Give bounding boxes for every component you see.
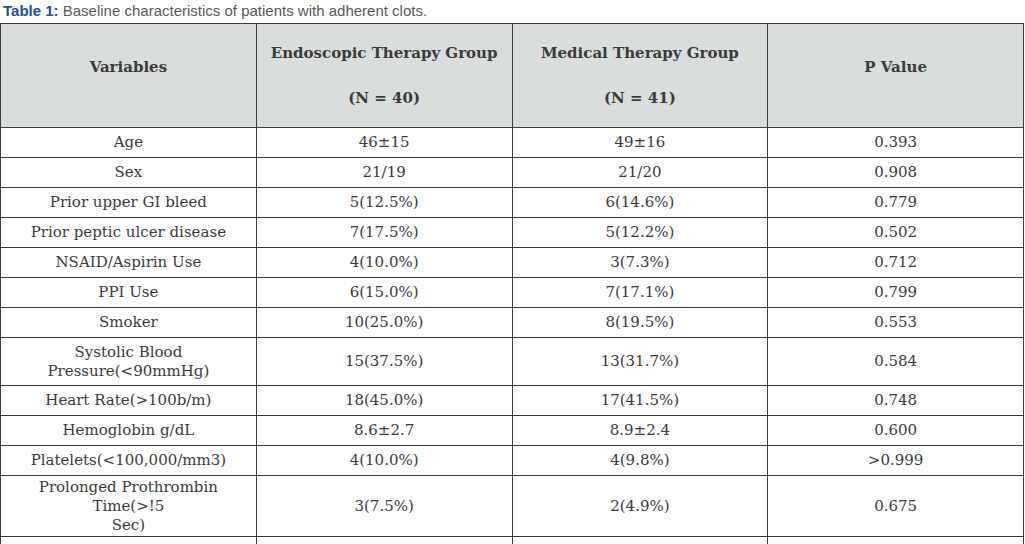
p-value: 0.393	[768, 128, 1024, 158]
p-value: 0.553	[768, 308, 1024, 338]
table-caption-text: Baseline characteristics of patients wit…	[59, 2, 428, 19]
header-row: Variables Endoscopic Therapy Group (N = …	[1, 24, 1024, 128]
variable-label: Smoker	[1, 308, 257, 338]
medical-value: 17(41.5%)	[512, 386, 768, 416]
medical-value: 5(12.2%)	[512, 218, 768, 248]
column-header-sublabel: (N = 41)	[519, 89, 762, 107]
medical-value: 8(19.5%)	[512, 308, 768, 338]
endoscopic-value: 22(55.0%)	[256, 537, 512, 544]
endoscopic-value: 3(7.5%)	[256, 476, 512, 537]
table-row: Prior peptic ulcer disease7(17.5%)5(12.2…	[1, 218, 1024, 248]
table-row: Heart Rate(>100b/m)18(45.0%)17(41.5%)0.7…	[1, 386, 1024, 416]
column-header-variables: Variables	[1, 24, 257, 128]
variable-label: Platelets(<100,000/mm3)	[1, 446, 257, 476]
variable-label: NSAID/Aspirin Use	[1, 248, 257, 278]
endoscopic-value: 18(45.0%)	[256, 386, 512, 416]
baseline-characteristics-table: Variables Endoscopic Therapy Group (N = …	[0, 23, 1024, 544]
endoscopic-value: 5(12.5%)	[256, 188, 512, 218]
variable-label: Age	[1, 128, 257, 158]
endoscopic-value: 15(37.5%)	[256, 338, 512, 386]
medical-value: 8.9±2.4	[512, 416, 768, 446]
column-header-label: Variables	[7, 58, 250, 76]
endoscopic-value: 4(10.0%)	[256, 248, 512, 278]
variable-label: Prolonged Prothrombin Time(>!5 Sec)	[1, 476, 257, 537]
endoscopic-value: 46±15	[256, 128, 512, 158]
variable-label: Systolic Blood Pressure(<90mmHg)	[1, 338, 257, 386]
column-header-label: P Value	[774, 58, 1017, 76]
variable-label: Sex	[1, 158, 257, 188]
table-header: Variables Endoscopic Therapy Group (N = …	[1, 24, 1024, 128]
medical-value: 2(4.9%)	[512, 476, 768, 537]
medical-value: 7(17.1%)	[512, 278, 768, 308]
p-value: 0.748	[768, 537, 1024, 544]
medical-value: 24(58.5%)	[512, 537, 768, 544]
p-value: 0.600	[768, 416, 1024, 446]
variable-label: PPI Use	[1, 278, 257, 308]
table-caption-label: Table 1:	[3, 2, 59, 19]
p-value: 0.908	[768, 158, 1024, 188]
endoscopic-value: 10(25.0%)	[256, 308, 512, 338]
table-caption: Table 1: Baseline characteristics of pat…	[0, 0, 1025, 23]
table-body: Age46±1549±160.393Sex21/1921/200.908Prio…	[1, 128, 1024, 544]
variable-label: Prior upper GI bleed	[1, 188, 257, 218]
p-value: 0.712	[768, 248, 1024, 278]
table-row: Helicobacter Pylori Positive22(55.0%)24(…	[1, 537, 1024, 544]
table-row: NSAID/Aspirin Use4(10.0%)3(7.3%)0.712	[1, 248, 1024, 278]
p-value: 0.799	[768, 278, 1024, 308]
table-row: PPI Use6(15.0%)7(17.1%)0.799	[1, 278, 1024, 308]
p-value: 0.584	[768, 338, 1024, 386]
table-row: Prior upper GI bleed5(12.5%)6(14.6%)0.77…	[1, 188, 1024, 218]
endoscopic-value: 4(10.0%)	[256, 446, 512, 476]
endoscopic-value: 6(15.0%)	[256, 278, 512, 308]
medical-value: 6(14.6%)	[512, 188, 768, 218]
table-row: Hemoglobin g/dL8.6±2.78.9±2.40.600	[1, 416, 1024, 446]
table-row: Systolic Blood Pressure(<90mmHg)15(37.5%…	[1, 338, 1024, 386]
endoscopic-value: 7(17.5%)	[256, 218, 512, 248]
medical-value: 21/20	[512, 158, 768, 188]
variable-label: Hemoglobin g/dL	[1, 416, 257, 446]
medical-value: 4(9.8%)	[512, 446, 768, 476]
p-value: 0.779	[768, 188, 1024, 218]
endoscopic-value: 8.6±2.7	[256, 416, 512, 446]
column-header-p-value: P Value	[768, 24, 1024, 128]
column-header-medical-group: Medical Therapy Group (N = 41)	[512, 24, 768, 128]
table-row: Smoker10(25.0%)8(19.5%)0.553	[1, 308, 1024, 338]
p-value: >0.999	[768, 446, 1024, 476]
table-row: Age46±1549±160.393	[1, 128, 1024, 158]
column-header-sublabel: (N = 40)	[263, 89, 506, 107]
variable-label: Helicobacter Pylori Positive	[1, 537, 257, 544]
p-value: 0.502	[768, 218, 1024, 248]
column-header-label: Medical Therapy Group	[519, 44, 762, 62]
variable-label: Heart Rate(>100b/m)	[1, 386, 257, 416]
variable-label: Prior peptic ulcer disease	[1, 218, 257, 248]
medical-value: 13(31.7%)	[512, 338, 768, 386]
column-header-label: Endoscopic Therapy Group	[263, 44, 506, 62]
table-row: Platelets(<100,000/mm3)4(10.0%)4(9.8%)>0…	[1, 446, 1024, 476]
column-header-endoscopic-group: Endoscopic Therapy Group (N = 40)	[256, 24, 512, 128]
table-row: Prolonged Prothrombin Time(>!5 Sec)3(7.5…	[1, 476, 1024, 537]
p-value: 0.675	[768, 476, 1024, 537]
table-row: Sex21/1921/200.908	[1, 158, 1024, 188]
endoscopic-value: 21/19	[256, 158, 512, 188]
medical-value: 49±16	[512, 128, 768, 158]
medical-value: 3(7.3%)	[512, 248, 768, 278]
p-value: 0.748	[768, 386, 1024, 416]
